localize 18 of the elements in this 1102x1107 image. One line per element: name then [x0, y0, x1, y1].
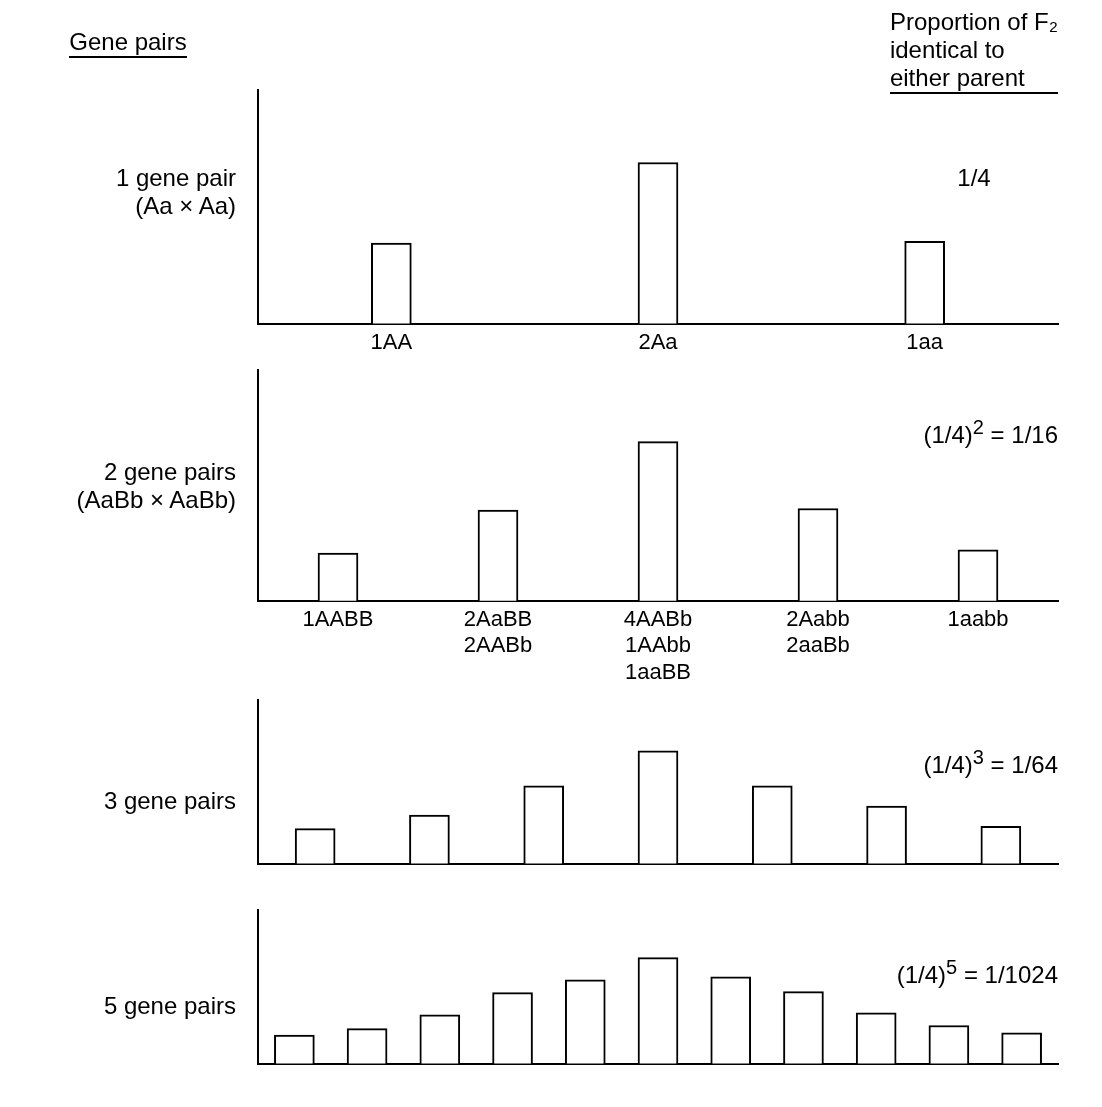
y-axis-title: 1 gene pair (Aa × Aa) — [115, 164, 236, 220]
x-tick-label: 1AABB — [302, 606, 374, 632]
x-tick-label: 2Aa — [638, 328, 679, 354]
chart-title: Gene pairs — [69, 28, 187, 58]
annotation: 1/4 — [957, 164, 991, 192]
y-axis-title: 5 gene pairs — [103, 992, 236, 1020]
x-tick-label: 1AA — [370, 328, 413, 354]
x-tick-label: 1aa — [906, 328, 944, 354]
x-tick-label: 1aabb — [947, 606, 1009, 632]
x-tick-label: 4AABb 1AAbb 1aaBB — [623, 606, 693, 684]
x-tick-label: 2Aabb 2aaBb — [786, 606, 850, 658]
y-axis-title: 2 gene pairs (AaBb × AaBb) — [76, 458, 236, 514]
annotation: (1/4)$^{5}$ = 1/1024 — [896, 956, 1058, 989]
x-tick-label: 2AaBB 2AABb — [463, 606, 533, 658]
text: Proportion of F₂ identical to either parent — [889, 8, 1058, 94]
y-axis-title: 3 gene pairs — [103, 787, 236, 815]
annotation: (1/4)$^{3}$ = 1/64 — [923, 746, 1058, 779]
annotation: (1/4)$^{2}$ = 1/16 — [923, 416, 1058, 449]
